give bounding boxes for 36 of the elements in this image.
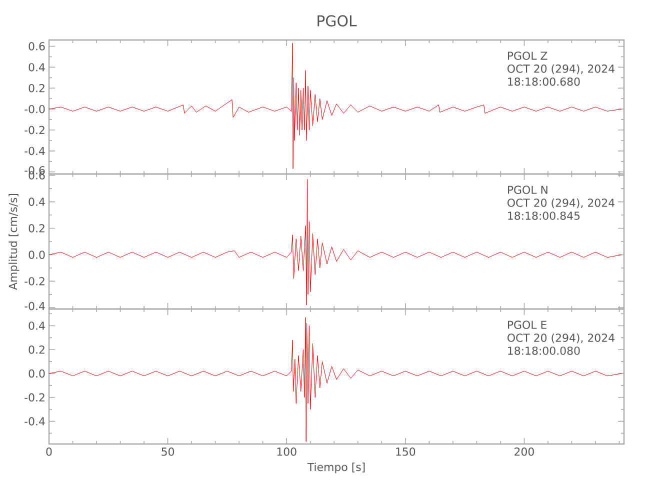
x-axis-title: Tiempo [s]	[307, 462, 365, 474]
annotation: PGOL Z	[508, 52, 548, 60]
y-tick-label: -0.4	[24, 417, 45, 426]
annotation: PGOL N	[508, 186, 548, 194]
y-tick-label: 0.2	[28, 84, 44, 92]
y-tick-label: 0.6	[28, 42, 45, 50]
annotation: OCT 20 (294), 2024	[508, 198, 614, 208]
y-tick-label: 0.4	[28, 198, 45, 206]
y-tick-label: 0.4	[28, 63, 45, 72]
y-tick-label: -0.4	[24, 302, 45, 310]
x-tick-label: 150	[396, 448, 416, 456]
y-tick-label: 0.4	[28, 322, 45, 330]
y-tick-label: 0.2	[28, 224, 44, 232]
line-series	[48, 317, 622, 442]
annotation: 18:18:00.845	[508, 212, 580, 220]
x-tick-label: 200	[514, 448, 534, 456]
y-axis-title: Amplitud [cm/s/s]	[8, 194, 20, 290]
y-tick-label: 0.0	[28, 250, 45, 259]
x-tick-label: 100	[277, 448, 296, 456]
annotation: PGOL E	[508, 320, 546, 329]
line-series	[48, 179, 622, 306]
annotation: OCT 20 (294), 2024	[508, 333, 614, 344]
y-tick-label: -0.4	[24, 146, 45, 156]
y-tick-label: -0.0	[24, 104, 45, 114]
y-tick-label: -0.2	[24, 393, 44, 402]
annotation: 18:18:00.680	[508, 77, 580, 86]
y-tick-label: 0.0	[28, 369, 45, 378]
y-tick-label: -0.2	[24, 126, 44, 134]
y-tick-label: -0.2	[24, 277, 44, 286]
chart-title: PGOL	[318, 15, 357, 26]
x-tick-label: 0	[46, 448, 52, 456]
y-tick-label: 0.2	[28, 345, 44, 354]
annotation: 18:18:00.080	[508, 346, 580, 355]
annotation: OCT 20 (294), 2024	[508, 64, 614, 74]
line-series	[48, 42, 622, 170]
x-tick-label: 50	[162, 448, 174, 456]
